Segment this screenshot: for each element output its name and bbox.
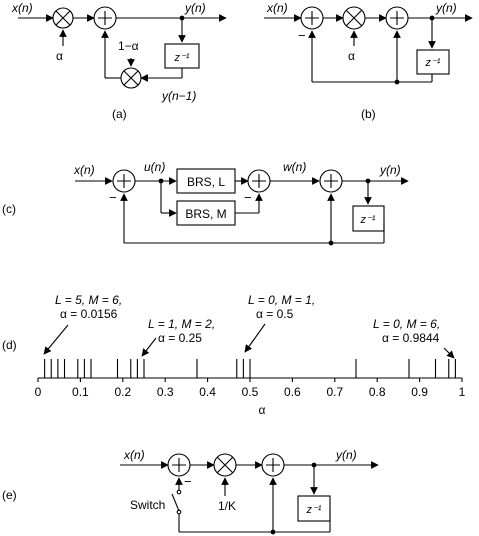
brs-m-block <box>176 200 236 226</box>
diagram-a: z⁻¹ x(n) y(n) α 1−α y(n−1) (a) <box>11 1 227 121</box>
svg-text:z⁻¹: z⁻¹ <box>360 214 376 226</box>
annotation-1-line1: L = 5, M = 6, <box>55 293 122 307</box>
alpha-label: α <box>348 49 355 63</box>
svg-text:−: − <box>184 474 192 489</box>
tick-label: 0.2 <box>114 385 131 399</box>
input-label: x(n) <box>11 1 33 15</box>
diagram-c: BRS, L BRS, M z⁻¹ x(n) u(n) w(n) y(n) − … <box>2 160 409 246</box>
svg-text:x(n): x(n) <box>266 1 288 15</box>
tick-label: 0.1 <box>72 385 89 399</box>
svg-text:−: − <box>109 190 117 205</box>
caption-e: (e) <box>2 488 17 502</box>
switch-blade[interactable] <box>171 493 180 512</box>
svg-text:y(n): y(n) <box>435 1 457 15</box>
alpha-label: α <box>56 49 63 63</box>
minus-sign: − <box>298 28 306 43</box>
annotation-1-line2: α = 0.0156 <box>60 307 118 321</box>
annotation-3-line2: α = 0.5 <box>256 307 294 321</box>
svg-text:z⁻¹: z⁻¹ <box>425 57 441 69</box>
plus-symbol <box>98 11 112 25</box>
tick-label: 0.9 <box>411 385 428 399</box>
delay-block <box>416 49 450 75</box>
switch-label: Switch <box>130 498 165 512</box>
diagram-b: z⁻¹ x(n) y(n) − α (b) <box>264 1 473 121</box>
svg-text:y(n): y(n) <box>379 163 401 177</box>
caption-c: (c) <box>2 202 16 216</box>
svg-text:x(n): x(n) <box>73 163 95 177</box>
caption-b: (b) <box>361 107 376 121</box>
svg-text:w(n): w(n) <box>283 160 306 174</box>
delayed-output-label: y(n−1) <box>161 89 196 103</box>
svg-text:BRS, L: BRS, L <box>187 175 225 189</box>
diagram-e: z⁻¹ x(n) y(n) − 1/K Switch (e) <box>2 448 379 535</box>
svg-text:u(n): u(n) <box>144 160 165 174</box>
svg-text:z⁻¹: z⁻¹ <box>306 504 322 516</box>
tick-label: 0.6 <box>284 385 301 399</box>
caption-a: (a) <box>112 107 127 121</box>
annotation-2-line2: α = 0.25 <box>158 331 202 345</box>
svg-text:BRS, M: BRS, M <box>185 207 226 221</box>
tick-label: 0.5 <box>242 385 259 399</box>
delay-block <box>297 495 331 522</box>
switch-contact-high <box>176 489 182 495</box>
tick-label: 0.4 <box>199 385 216 399</box>
annotation-4-line1: L = 0, M = 6, <box>373 317 440 331</box>
tick-label: 0.3 <box>157 385 174 399</box>
svg-text:x(n): x(n) <box>123 448 145 462</box>
svg-text:y(n): y(n) <box>335 448 357 462</box>
gain-label: 1/K <box>218 499 236 513</box>
annotation-3-line1: L = 0, M = 1, <box>248 293 315 307</box>
x-axis-label: α <box>259 403 266 417</box>
output-label: y(n) <box>184 1 206 15</box>
annotation-2-line1: L = 1, M = 2, <box>148 317 215 331</box>
tick-labels: 0 0.1 0.2 0.3 0.4 0.5 0.6 0.7 0.8 0.9 1 <box>35 378 466 399</box>
alpha-marks <box>44 359 456 378</box>
svg-text:−: − <box>244 190 252 205</box>
alpha-axis-plot: (d) 0 0.1 0.2 0.3 0.4 0.5 0.6 0.7 0.8 0.9 1 α L = … <box>2 293 466 417</box>
delay-label: z⁻¹ <box>174 52 190 64</box>
caption-d: (d) <box>2 338 17 352</box>
tick-label: 0 <box>35 385 42 399</box>
one-minus-alpha-label: 1−α <box>118 39 139 53</box>
annotation-4-line2: α = 0.9844 <box>382 331 440 345</box>
tick-label: 0.8 <box>369 385 386 399</box>
tick-label: 0.7 <box>326 385 343 399</box>
tick-label: 1 <box>459 385 466 399</box>
multiply-symbol <box>55 10 71 26</box>
